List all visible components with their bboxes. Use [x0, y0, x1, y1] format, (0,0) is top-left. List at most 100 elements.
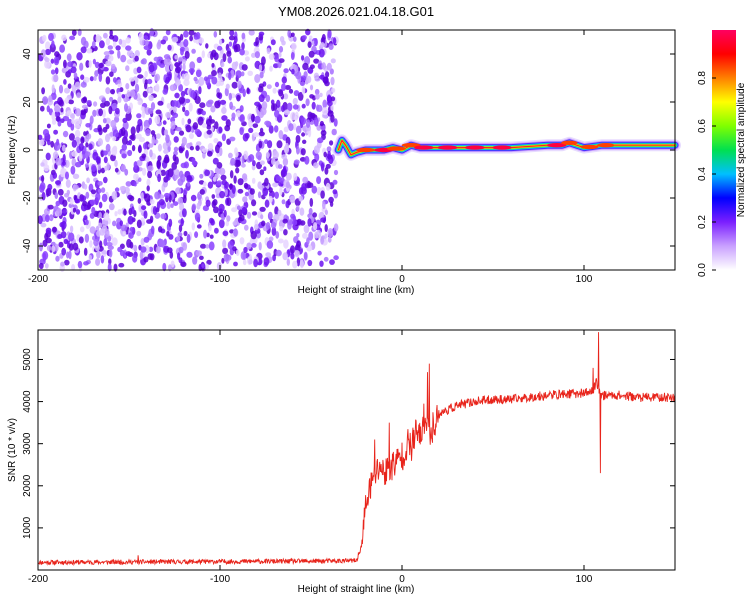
noise-blob — [243, 182, 249, 189]
noise-blob — [228, 41, 233, 47]
noise-blob — [193, 76, 198, 82]
noise-blob — [248, 29, 255, 36]
noise-blob — [131, 144, 136, 152]
noise-blob — [115, 45, 121, 51]
noise-blob — [38, 262, 44, 270]
noise-blob — [183, 230, 188, 237]
noise-blob — [211, 63, 215, 68]
noise-blob — [320, 162, 325, 172]
noise-blob — [316, 186, 322, 196]
noise-blob — [183, 78, 190, 87]
noise-blob — [311, 101, 316, 110]
noise-blob — [323, 256, 329, 262]
noise-blob — [97, 163, 101, 171]
noise-blob — [322, 107, 329, 116]
snr-y-tick-label: 4000 — [22, 390, 33, 413]
noise-blob — [199, 255, 204, 260]
noise-blob — [44, 263, 49, 269]
noise-blob — [247, 70, 253, 77]
noise-blob — [191, 203, 197, 212]
noise-blob — [283, 239, 289, 249]
noise-blob — [106, 242, 113, 247]
noise-blob — [84, 233, 90, 243]
noise-blob — [294, 250, 300, 258]
noise-blob — [59, 44, 65, 53]
noise-blob — [258, 94, 265, 103]
noise-blob — [219, 79, 225, 86]
noise-blob — [189, 146, 194, 151]
noise-blob — [174, 55, 179, 60]
noise-blob — [93, 101, 98, 107]
noise-blob — [283, 68, 289, 74]
noise-blob — [185, 124, 192, 133]
figure-title: YM08.2026.021.04.18.G01 — [278, 4, 434, 19]
noise-blob — [319, 260, 324, 267]
noise-blob — [84, 163, 89, 168]
noise-blob — [85, 191, 90, 199]
noise-blob — [163, 54, 171, 60]
noise-blob — [154, 73, 160, 82]
noise-blob — [147, 165, 154, 172]
noise-blob — [282, 157, 289, 166]
noise-blob — [182, 208, 187, 218]
noise-blob — [253, 132, 259, 138]
noise-blob — [278, 89, 284, 97]
noise-blob — [265, 222, 271, 230]
noise-blob — [265, 252, 272, 258]
colorbar-label: Normalized spectral amplitude — [736, 82, 747, 217]
noise-blob — [196, 202, 201, 210]
noise-blob — [212, 199, 218, 206]
noise-blob — [71, 29, 77, 36]
noise-blob — [207, 99, 214, 105]
noise-blob — [244, 56, 250, 62]
noise-blob — [292, 104, 299, 110]
noise-blob — [102, 66, 109, 72]
noise-blob — [211, 76, 218, 85]
noise-blob — [203, 229, 208, 239]
noise-blob — [239, 48, 245, 56]
noise-blob — [212, 157, 219, 165]
noise-blob — [42, 239, 48, 247]
noise-blob — [281, 76, 287, 84]
noise-blob — [241, 206, 248, 216]
noise-blob — [120, 127, 126, 137]
noise-blob — [288, 123, 294, 132]
noise-blob — [119, 185, 127, 192]
noise-blob — [271, 157, 276, 165]
noise-blob — [248, 127, 254, 133]
spectrogram-noise-region — [37, 27, 339, 272]
noise-blob — [181, 117, 185, 126]
noise-blob — [151, 136, 156, 146]
noise-blob — [160, 39, 166, 45]
noise-blob — [290, 252, 295, 260]
noise-blob — [272, 182, 279, 188]
noise-blob — [98, 127, 103, 136]
noise-blob — [214, 227, 219, 234]
noise-blob — [61, 34, 67, 41]
noise-blob — [64, 193, 70, 198]
noise-blob — [199, 102, 206, 109]
noise-blob — [142, 167, 147, 176]
noise-blob — [292, 260, 298, 269]
noise-blob — [165, 63, 171, 73]
noise-blob — [105, 143, 111, 153]
noise-blob — [53, 56, 60, 66]
noise-blob — [276, 140, 283, 149]
noise-blob — [308, 231, 314, 241]
noise-blob — [77, 260, 83, 269]
noise-blob — [178, 224, 183, 233]
noise-blob — [153, 56, 159, 62]
noise-blob — [143, 256, 149, 263]
noise-blob — [327, 236, 332, 243]
noise-blob — [283, 229, 288, 236]
noise-blob — [326, 62, 332, 71]
noise-blob — [307, 259, 313, 267]
noise-blob — [130, 133, 136, 141]
noise-blob — [315, 93, 320, 100]
noise-blob — [40, 162, 45, 167]
noise-blob — [160, 169, 166, 176]
noise-blob — [103, 51, 111, 56]
noise-blob — [201, 50, 205, 59]
noise-blob — [235, 167, 240, 174]
noise-blob — [111, 191, 118, 201]
